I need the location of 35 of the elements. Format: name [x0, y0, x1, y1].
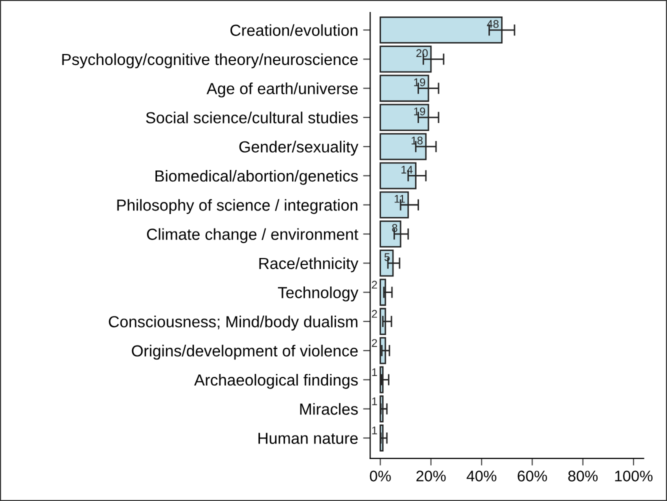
data-label: 14	[401, 166, 413, 174]
data-label: 8	[392, 224, 398, 232]
data-label: 19	[414, 107, 426, 116]
y-tick-label: Origins/development of violence	[132, 344, 358, 360]
y-tick-label: Philosophy of science / integration	[117, 199, 358, 214]
y-tick-label: Gender/sexuality	[239, 140, 358, 156]
x-tick-label: 80%	[568, 470, 598, 482]
data-label: 18	[412, 136, 423, 144]
data-label: 20	[416, 49, 428, 58]
data-label: 1	[372, 397, 377, 406]
data-label: 11	[394, 195, 405, 203]
y-tick-label: Miracles	[300, 403, 358, 415]
y-tick-label: Consciousness; Mind/body dualism	[108, 316, 358, 331]
x-tick-label: 20%	[416, 470, 446, 482]
x-tick-label: 0%	[370, 470, 391, 482]
data-label: 2	[372, 310, 377, 318]
data-label: 2	[372, 280, 377, 289]
y-tick-label: Human nature	[258, 432, 358, 444]
data-label: 48	[486, 20, 499, 28]
data-label: 2	[372, 339, 377, 347]
x-tick-label: 40%	[466, 470, 496, 482]
y-tick-label: Psychology/cognitive theory/neuroscience	[62, 53, 358, 68]
y-tick-label: Race/ethnicity	[259, 257, 358, 272]
x-tick-label: 60%	[518, 470, 547, 482]
y-tick-label: Biomedical/abortion/genetics	[155, 170, 358, 185]
data-label: 19	[414, 78, 426, 86]
y-tick-label: Technology	[278, 286, 358, 302]
y-tick-label: Social science/cultural studies	[146, 112, 358, 124]
y-tick-label: Archaeological findings	[194, 374, 358, 389]
y-tick-label: Creation/evolution	[230, 24, 358, 36]
data-label: 1	[372, 426, 377, 434]
x-tick-label: 100%	[615, 470, 653, 482]
data-label: 1	[372, 368, 377, 376]
y-tick-label: Age of earth/universe	[206, 82, 358, 98]
y-tick-label: Climate change / environment	[147, 228, 358, 244]
